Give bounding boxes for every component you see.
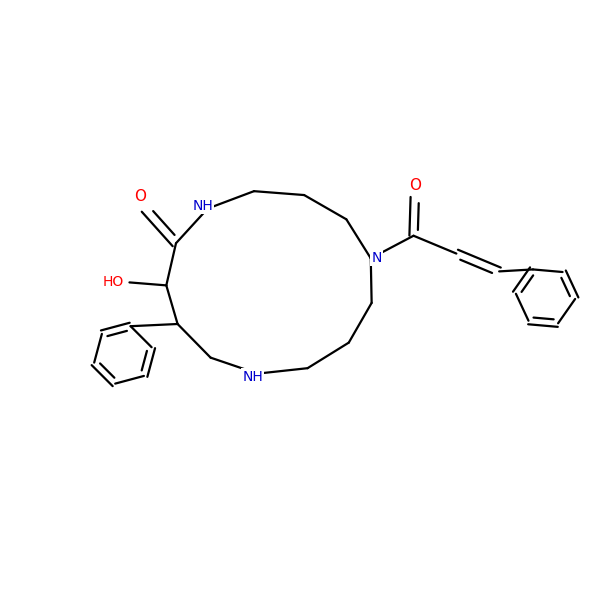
Text: HO: HO — [102, 275, 124, 289]
Text: O: O — [134, 190, 146, 205]
Text: N: N — [371, 251, 382, 265]
Text: NH: NH — [242, 370, 263, 383]
Text: O: O — [409, 178, 421, 193]
Text: NH: NH — [193, 199, 213, 212]
